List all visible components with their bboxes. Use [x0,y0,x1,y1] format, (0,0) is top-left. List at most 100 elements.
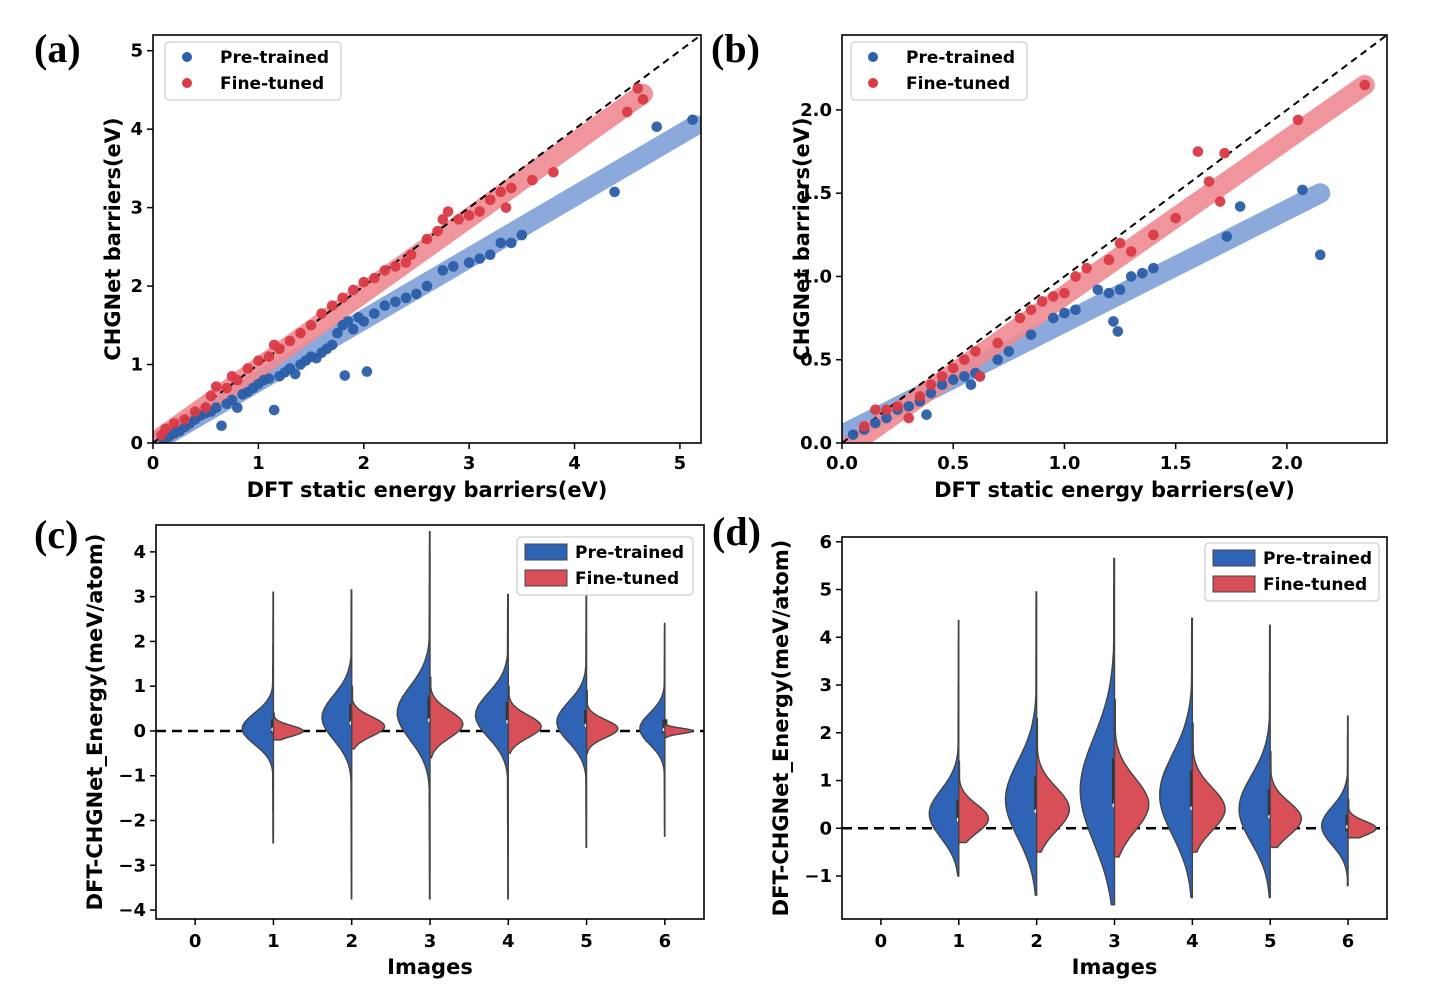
finetuned-point [500,202,512,213]
pretrained-point [232,402,243,413]
pretrained-violin [1158,617,1194,899]
panel-label: (d) [712,509,761,554]
legend-label: Fine-tuned [575,569,679,589]
finetuned-point [274,343,285,355]
pretrained-point [1025,329,1037,341]
finetuned-point [1214,196,1226,207]
x-tick-label: 0 [189,931,202,952]
finetuned-point [295,327,306,339]
pretrained-violin [1004,591,1038,896]
y-tick-label: 5 [130,41,143,62]
finetuned-point [326,300,338,311]
x-tick-label: 1 [953,931,966,952]
plot-area [156,530,704,900]
pretrained-point [1092,284,1104,296]
y-tick-label: 0 [819,818,832,839]
legend-marker [182,78,192,88]
legend-label: Pre-trained [220,48,329,68]
x-tick-label: 2 [1030,931,1043,952]
finetuned-point [974,371,986,382]
pretrained-point [361,366,373,377]
finetuned-point [284,335,296,347]
pretrained-point [651,121,663,133]
x-tick-label: 1.5 [1160,453,1192,474]
pretrained-point [847,429,859,440]
pretrained-point [1234,201,1246,212]
pretrained-point [369,308,380,319]
pretrained-point [965,379,977,391]
legend-label: Fine-tuned [906,74,1010,94]
finetuned-point [390,261,401,272]
y-tick-label: −1 [118,766,146,787]
y-tick-label: 1 [130,355,143,376]
pretrained-point [347,323,359,335]
y-axis-label: CHGNet barriers(eV) [101,117,125,360]
plot-area [842,35,1387,443]
finetuned-point [1036,296,1048,307]
pretrained-point [437,265,449,276]
parity-line [842,35,1387,443]
finetuned-point [1148,229,1159,241]
x-tick-label: 2 [358,453,371,474]
x-tick-label: 4 [1186,931,1199,952]
plot-frame [152,34,702,444]
finetuned-point [1292,114,1304,126]
x-tick-label: 0 [147,453,160,474]
y-tick-label: 4 [133,542,146,563]
finetuned-violin [958,760,990,844]
y-tick-label: 2 [133,631,146,652]
pretrained-point [1048,312,1059,324]
pretrained-point [609,186,620,198]
plot-area [842,557,1387,906]
pretrained-point [1108,316,1119,327]
finetuned-point [637,94,649,105]
pretrained-point [216,420,227,432]
y-tick-label: 0 [133,721,146,742]
x-tick-label: 6 [659,931,672,952]
pretrained-point [400,292,412,304]
finetuned-violin [1035,717,1070,853]
finetuned-point [936,371,948,382]
pretrained-point [421,280,433,292]
finetuned-point [914,391,926,402]
x-tick-label: 0.0 [826,453,858,474]
pretrained-point [332,327,343,339]
finetuned-point [881,404,892,415]
pretrained-point [506,237,517,249]
pretrained-point [289,368,301,380]
pretrained-violin [1238,624,1271,899]
finetuned-point [253,355,264,366]
finetuned-violin [351,685,386,750]
y-tick-label: 1 [819,771,832,792]
pretrained-point [448,261,459,272]
pretrained-point [936,379,948,391]
finetuned-point [1359,79,1371,91]
finetuned-point [1125,246,1137,257]
finetuned-point [337,292,348,304]
panel-a: 0 1 2 3 4 5 0 1 2 3 4 5 DFT static energy barriers(e… [34,26,702,502]
x-tick-label: 2 [345,931,358,952]
pretrained-point [1103,287,1115,299]
panel-d: 0 1 2 3 4 5 6 −1 0 1 2 3 4 5 6 Images DFT-CHGNet_Energy(… [712,509,1388,979]
pretrained-violin [1079,557,1116,906]
finetuned-point [369,272,380,284]
x-tick-label: 3 [463,453,476,474]
legend-label: Fine-tuned [1263,575,1367,595]
legend: Pre-trained Fine-tuned [516,536,694,596]
x-axis-label: DFT static energy barriers(eV) [934,478,1295,502]
pretrained-point [516,229,528,241]
y-tick-label: 2 [130,276,143,297]
finetuned-point [316,308,327,319]
y-tick-label: 1.5 [800,183,832,204]
pretrained-point [463,257,475,268]
legend-swatch [1212,549,1256,567]
x-tick-label: 1 [267,931,280,952]
pretrained-violin [396,530,431,900]
finetuned-point [200,402,211,413]
finetuned-point [892,401,903,412]
finetuned-violin [1191,722,1226,853]
pretrained-point [326,339,338,351]
y-tick-label: 3 [819,675,832,696]
y-axis-label: DFT-CHGNet_Energy(meV/atom) [769,540,793,917]
